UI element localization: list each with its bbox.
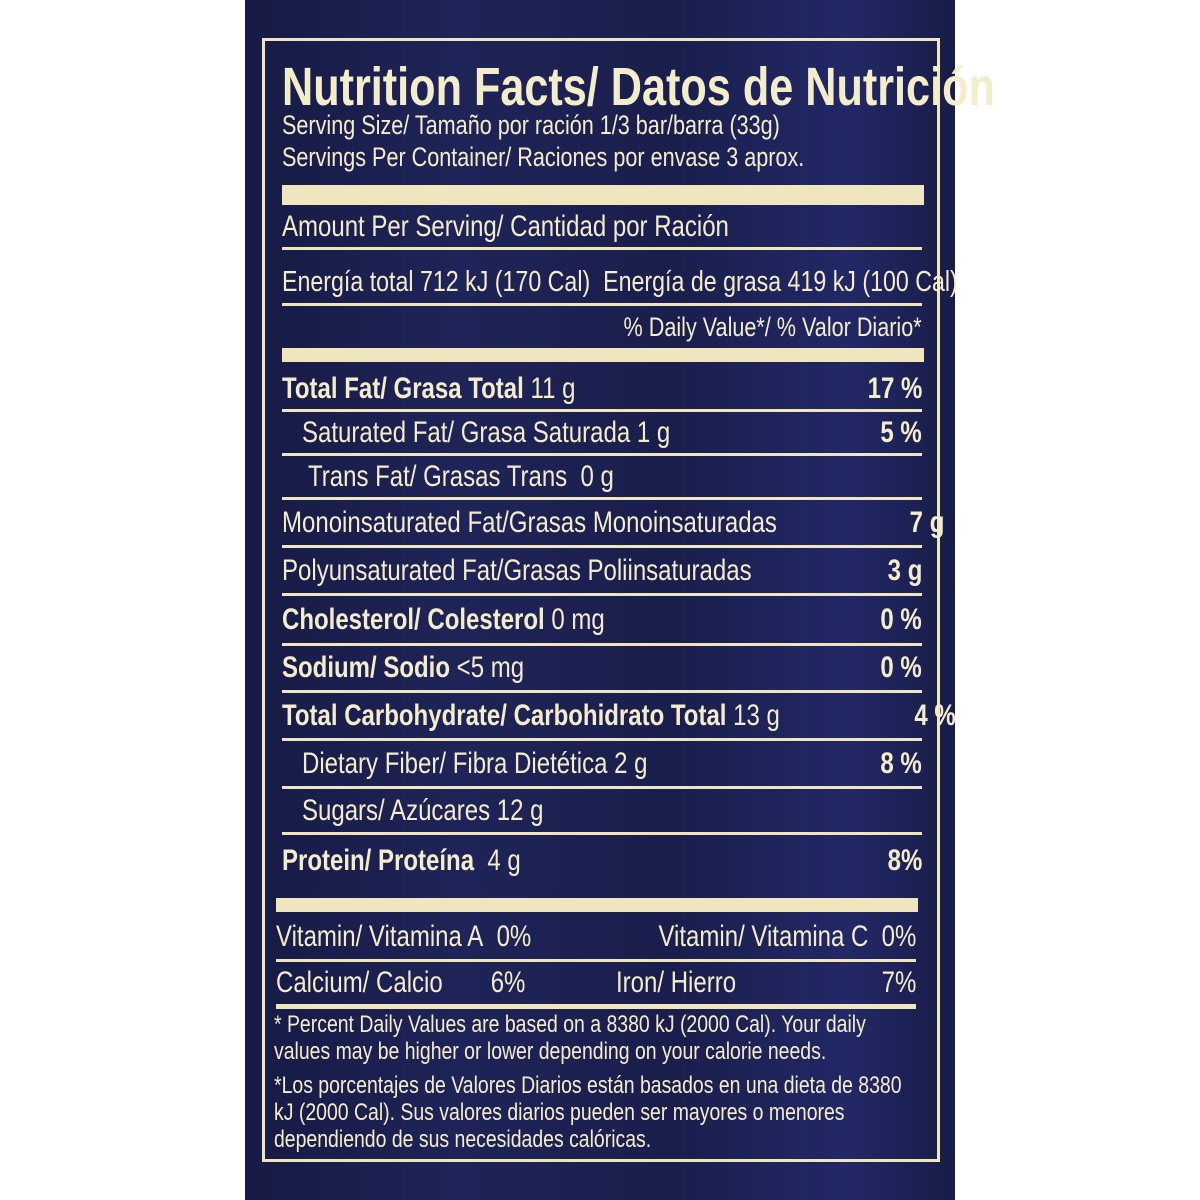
nutrient-name: Total Carbohydrate/ Carbohidrato Total [282,698,727,732]
label-border [262,38,940,1162]
iron: Iron/ Hierro 7% [616,966,916,1000]
nutrient-amount: 7 g [909,505,945,539]
serving-size: Serving Size/ Tamaño por ración 1/3 bar/… [282,110,922,140]
nutrient-name: Dietary Fiber/ Fibra Dietética [302,746,608,780]
vitamin-list: Vitamin/ Vitamina A 0% Vitamin/ Vitamina… [276,915,916,1009]
calcium: Calcium/ Calcio 6% [276,966,548,1000]
nutrient-dv: 0 % [880,651,922,684]
nutrient-dv: 0 % [880,602,922,636]
nutrient-row-protein: Protein/ Proteína 4 g 8% [282,835,922,887]
vitamin-value: 7% [881,966,916,999]
vitamin-a: Vitamin/ Vitamina A 0% [276,920,531,954]
serving-size-text: Serving Size/ Tamaño por ración 1/3 bar/… [282,110,780,140]
amount-per-serving: Amount Per Serving/ Cantidad por Ración [282,206,922,250]
nutrient-name: Trans Fat/ Grasas Trans [308,459,568,493]
footnote-en-text: * Percent Daily Values are based on a 83… [274,1011,866,1065]
footnote-spanish: *Los porcentajes de Valores Diarios está… [274,1072,906,1153]
nutrient-row-sodium: Sodium/ Sodio <5 mg 0 % [282,646,922,693]
nutrient-row-saturated-fat: Saturated Fat/ Grasa Saturada 1 g 5 % [282,412,922,456]
vitamin-name: Calcium/ Calcio [276,966,443,999]
nutrient-row-polyunsaturated: Polyunsaturated Fat/Grasas Poliinsaturad… [282,548,922,596]
vitamin-name: Iron/ Hierro [616,966,737,999]
energy-row: Energía total 712 kJ (170 Cal) Energía d… [282,262,958,306]
nutrient-amount: 4 g [487,844,521,877]
nutrient-amount: 12 g [496,793,544,827]
nutrient-name: Protein/ Proteína [282,844,475,877]
vitamin-value: 6% [490,966,526,999]
nutrient-list: Total Fat/ Grasa Total 11 g 17 % Saturate… [282,368,956,887]
nutrient-row-sugars: Sugars/ Azúcares 12 g [282,789,922,835]
title-text: Nutrition Facts/ Datos de Nutrición [282,57,995,117]
vitamin-row: Vitamin/ Vitamina A 0% Vitamin/ Vitamina… [276,915,916,962]
nutrient-dv: 8% [887,844,922,877]
mineral-row: Calcium/ Calcio 6% Iron/ Hierro 7% [276,962,916,1009]
nutrient-name: Sugars/ Azúcares [302,793,491,827]
nutrient-name: Sodium/ Sodio [282,651,450,684]
nutrient-name: Monoinsaturated Fat/Grasas Monoinsaturad… [282,505,777,539]
nutrient-amount: 2 g [614,746,648,780]
thick-divider [282,185,924,205]
nutrient-dv: 4 % [914,698,957,732]
servings-text: Servings Per Container/ Raciones por env… [282,142,805,172]
nutrient-row-total-fat: Total Fat/ Grasa Total 11 g 17 % [282,368,922,412]
nutrient-amount: 1 g [636,415,671,449]
nutrient-amount: 0 g [580,459,614,493]
vitamin-value: 0% [496,920,532,953]
nutrient-row-monounsaturated: Monoinsaturated Fat/Grasas Monoinsaturad… [282,500,944,548]
energy-total-text: Energía total 712 kJ (170 Cal) [282,266,591,298]
nutrient-amount: <5 mg [456,651,525,684]
nutrient-amount: 0 mg [551,602,605,636]
amount-per-serving-text: Amount Per Serving/ Cantidad por Ración [282,209,729,243]
vitamin-name: Vitamin/ Vitamina A [276,920,484,953]
nutrient-dv: 8 % [880,746,922,780]
footnote-es-text: *Los porcentajes de Valores Diarios está… [274,1072,902,1153]
nutrient-dv: 17 % [867,371,922,405]
footnote-english: * Percent Daily Values are based on a 83… [274,1011,906,1065]
nutrient-row-cholesterol: Cholesterol/ Colesterol 0 mg 0 % [282,596,922,646]
nutrient-dv: 5 % [880,415,922,449]
energy-total: Energía total 712 kJ (170 Cal) Energía d… [282,266,958,299]
daily-value-text: % Daily Value*/ % Valor Diario* [623,312,922,342]
nutrient-row-dietary-fiber: Dietary Fiber/ Fibra Dietética 2 g 8 % [282,741,922,789]
label-title: Nutrition Facts/ Datos de Nutrición [282,56,995,118]
nutrient-name: Saturated Fat/ Grasa Saturada [302,415,631,449]
nutrient-amount: 13 g [733,698,780,732]
energy-fat-text: Energía de grasa 419 kJ (100 Cal) [603,266,958,298]
nutrient-amount: 11 g [530,371,576,405]
daily-value-header: % Daily Value*/ % Valor Diario* [282,312,922,343]
thick-divider [276,898,918,912]
vitamin-value: 0% [881,920,916,953]
vitamin-c: Vitamin/ Vitamina C 0% [586,920,916,954]
nutrient-row-total-carbohydrate: Total Carbohydrate/ Carbohidrato Total 1… [282,693,956,741]
thick-divider [282,348,924,362]
vitamin-name: Vitamin/ Vitamina C [658,920,868,953]
nutrient-amount: 3 g [887,553,922,587]
nutrient-name: Cholesterol/ Colesterol [282,602,545,636]
nutrient-name: Total Fat/ Grasa Total [282,371,524,405]
nutrient-row-trans-fat: Trans Fat/ Grasas Trans 0 g [282,456,922,500]
nutrient-name: Polyunsaturated Fat/Grasas Poliinsaturad… [282,553,752,587]
servings-per-container: Servings Per Container/ Raciones por env… [282,142,922,172]
